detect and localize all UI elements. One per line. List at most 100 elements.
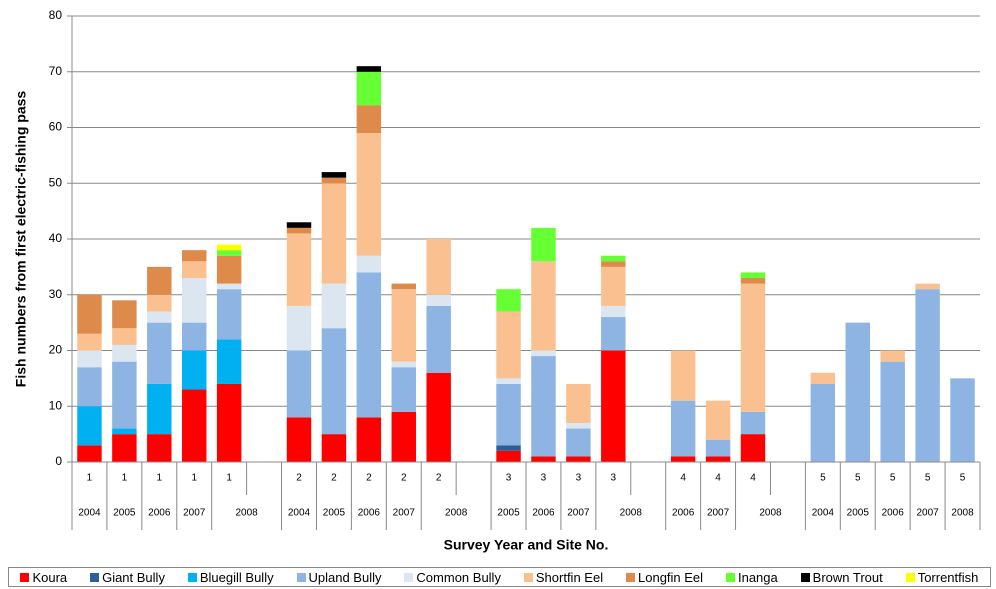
bar-segment [915, 289, 940, 462]
bar-segment [286, 350, 312, 418]
legend-swatch [404, 572, 414, 582]
bar-segment [356, 255, 382, 273]
bar-segment [77, 406, 102, 446]
legend-swatch [725, 572, 735, 582]
bar-segment [566, 422, 591, 429]
legend: Koura Giant Bully Bluegill Bully Upland Bul… [8, 567, 991, 587]
x-tick-label: 5 [855, 473, 861, 484]
bar-segment [216, 289, 242, 340]
bar-segment [112, 434, 137, 462]
bar-segment [182, 250, 207, 262]
bar-segment [77, 367, 102, 407]
bar-segment [182, 350, 207, 390]
bar-segment [705, 456, 731, 462]
bar-segment [77, 333, 102, 351]
year-label: 2006 [882, 508, 905, 519]
bar-segment [286, 227, 312, 234]
bar-segment [496, 378, 521, 384]
legend-swatch [20, 572, 30, 582]
bar-segment [147, 294, 172, 312]
year-label: 2007 [393, 508, 416, 519]
x-tick-label: 4 [715, 473, 721, 484]
legend-label: Inanga [737, 569, 778, 585]
bar-segment [496, 289, 521, 312]
legend-swatch [296, 572, 306, 582]
bar-segment [880, 350, 905, 362]
year-label: 2006 [148, 508, 171, 519]
bar-segment [321, 177, 347, 184]
bar-segment [531, 350, 556, 357]
year-label: 2006 [358, 508, 381, 519]
year-label: 2005 [847, 508, 870, 519]
y-tick-label: 50 [49, 175, 63, 189]
year-label: 2006 [532, 508, 555, 519]
year-label: 2008 [445, 508, 468, 519]
y-tick-label: 0 [55, 454, 62, 468]
legend-item: Bluegill Bully [187, 569, 274, 585]
bar-segment [601, 305, 626, 318]
bar-segment [147, 322, 172, 384]
bar-segment [391, 283, 416, 290]
bar-segment [356, 66, 382, 72]
bar-segment [531, 456, 556, 462]
x-tick-label: 2 [401, 473, 407, 484]
bar-segment [216, 255, 242, 284]
bar-segment [147, 383, 172, 435]
bar-segment [356, 272, 382, 418]
legend-item: Torrentfish [905, 570, 978, 585]
legend-label: Bluegill Bully [199, 569, 274, 585]
year-label: 2004 [812, 508, 835, 519]
bar-segment [426, 305, 451, 373]
bar-segment [391, 361, 416, 368]
bar-segment [391, 411, 416, 462]
year-label: 2005 [497, 508, 520, 519]
legend-item: Longfin Eel [626, 570, 703, 585]
bar-segment [77, 350, 102, 368]
bar-segment [601, 261, 626, 267]
legend-swatch [800, 572, 810, 582]
legend-swatch [905, 572, 915, 582]
x-tick-label: 5 [960, 473, 966, 484]
x-tick-label: 4 [680, 473, 686, 484]
year-label: 2004 [288, 508, 311, 519]
y-axis-label: Fish numbers from first electric-fishing… [13, 91, 29, 388]
bar-segment [216, 339, 242, 384]
legend-label: Longfin Eel [638, 569, 704, 585]
bar-segment [216, 250, 242, 256]
bar-segment [740, 283, 766, 412]
bar-segment [356, 105, 382, 134]
y-tick-label: 20 [49, 343, 63, 357]
bar-segment [391, 289, 416, 362]
x-tick-label: 5 [890, 473, 896, 484]
year-label: 2007 [916, 508, 939, 519]
x-tick-label: 1 [226, 473, 232, 484]
bar-segment [531, 356, 556, 457]
year-label: 2007 [183, 508, 206, 519]
bar-segment [670, 400, 696, 457]
year-label: 2007 [707, 508, 730, 519]
legend-label: Upland Bully [308, 569, 382, 585]
bar-segment [601, 350, 626, 462]
year-label: 2006 [672, 508, 695, 519]
bar-segment [112, 328, 137, 345]
y-tick-label: 40 [49, 231, 63, 245]
bar-segment [147, 266, 172, 295]
x-tick-label: 3 [576, 473, 582, 484]
bar-segment [147, 434, 172, 462]
x-tick-label: 1 [122, 473, 128, 484]
year-label: 2008 [620, 508, 643, 519]
legend-label: Shortfin Eel [535, 569, 604, 585]
bar-segment [496, 445, 521, 451]
bar-segment [601, 317, 626, 351]
bar-segment [601, 266, 626, 306]
bar-segment [321, 283, 347, 329]
bar-segment [845, 322, 870, 462]
bar-segment [321, 183, 347, 284]
bar-segment [740, 411, 766, 435]
year-label: 2005 [323, 508, 346, 519]
bar-segment [356, 417, 382, 462]
chart: Fish numbers from first electric-fishing… [13, 8, 981, 553]
bar-segment [531, 227, 556, 262]
y-tick-label: 80 [49, 8, 63, 22]
bar-segment [321, 328, 347, 435]
